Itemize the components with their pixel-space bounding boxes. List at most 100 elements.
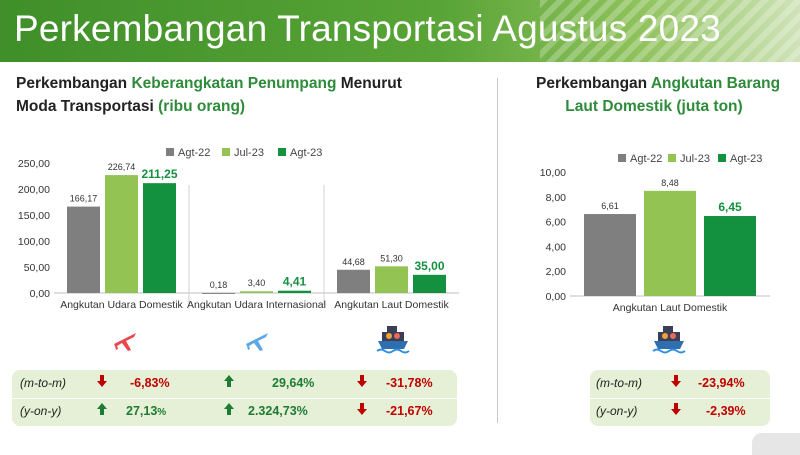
bar-jul-23 <box>105 175 138 293</box>
right-title-green-1: Angkutan Barang <box>650 75 781 92</box>
mtm-air-international: 29,64% <box>272 376 315 390</box>
sea-cargo-chart: 0,00 2,00 4,00 6,00 8,00 10,00 6,61 8,48 6,45 Ang… <box>540 153 770 314</box>
bar-agt-23 <box>143 183 176 293</box>
data-label: 35,00 <box>414 259 444 273</box>
y-tick-label: 2,00 <box>546 266 567 278</box>
data-label: 51,30 <box>380 253 403 263</box>
arrow-down-icon <box>357 375 367 387</box>
page-title: Perkembangan Transportasi Agustus 2023 <box>14 8 721 49</box>
yoy-air-domestic: 27,13% <box>126 404 166 418</box>
yoy-air-domestic-suffix: % <box>157 407 167 418</box>
airplane-icon <box>114 333 136 351</box>
bar-agt-23 <box>278 290 311 293</box>
data-label: 166,17 <box>70 194 98 204</box>
legend-label: Jul-23 <box>680 153 710 165</box>
legend-swatch <box>278 148 286 156</box>
legend-label: Agt-22 <box>178 147 210 159</box>
header-banner: Perkembangan Transportasi Agustus 2023 <box>0 0 800 62</box>
left-title-green-2: (ribu orang) <box>158 98 246 115</box>
data-label: 8,48 <box>661 178 679 188</box>
left-title-text-1: Perkembangan <box>16 75 132 92</box>
y-tick-label: 50,00 <box>24 262 50 274</box>
mtm-row: (m-to-m) -6,83% 29,64% -31,78% <box>12 372 457 396</box>
airplane-icon <box>246 333 268 351</box>
y-tick-label: 4,00 <box>546 241 567 253</box>
y-tick-label: 6,00 <box>546 217 567 229</box>
mtm-label: (m-to-m) <box>20 376 66 390</box>
yoy-label-right: (y-on-y) <box>596 404 638 418</box>
yoy-row: (y-on-y) 27,13% 2.324,73% -21,67% <box>12 400 457 424</box>
y-tick-label: 150,00 <box>18 210 50 222</box>
y-tick-label: 250,00 <box>18 158 50 170</box>
right-title-text-1: Perkembangan <box>536 75 651 92</box>
arrow-up-icon <box>224 403 234 415</box>
mtm-row-right: (m-to-m) -23,94% <box>590 372 770 396</box>
metrics-divider-right <box>590 398 770 399</box>
left-metrics-box: (m-to-m) -6,83% 29,64% -31,78% (y-on-y) … <box>12 370 457 426</box>
legend-swatch <box>222 148 230 156</box>
legend-swatch <box>668 154 676 162</box>
category-label: Angkutan Laut Domestik <box>334 299 449 311</box>
data-label: 3,40 <box>248 278 266 288</box>
arrow-up-icon <box>97 403 107 415</box>
arrow-up-icon <box>224 375 234 387</box>
section-divider <box>497 78 498 423</box>
yoy-sea-domestic: -21,67% <box>386 404 433 418</box>
data-label: 44,68 <box>342 257 365 267</box>
category-label: Angkutan Udara Internasional <box>187 299 326 311</box>
legend-label: Agt-22 <box>630 153 662 165</box>
y-tick-label: 200,00 <box>18 184 50 196</box>
legend-label: Agt-23 <box>730 153 762 165</box>
y-tick-label: 0,00 <box>30 288 51 300</box>
bar-agt-22 <box>584 214 636 296</box>
ship-icon <box>652 326 686 354</box>
data-label: 211,25 <box>141 167 177 181</box>
y-tick-label: 10,00 <box>540 167 566 179</box>
y-tick-label: 8,00 <box>546 192 567 204</box>
ship-icon <box>376 326 410 354</box>
metrics-divider <box>12 398 457 399</box>
left-section-title: Perkembangan Keberangkatan Penumpang Men… <box>16 72 402 118</box>
bar-jul-23 <box>240 291 273 293</box>
category-label: Angkutan Udara Domestik <box>60 299 183 311</box>
y-tick-label: 0,00 <box>546 291 567 303</box>
legend-label: Jul-23 <box>234 147 264 159</box>
passenger-departures-chart: 0,00 50,00 100,00 150,00 200,00 250,00 166,17 2… <box>18 147 459 311</box>
legend-swatch <box>166 148 174 156</box>
left-title-green-1: Keberangkatan Penumpang <box>131 75 337 92</box>
bar-agt-23 <box>704 216 756 296</box>
legend-swatch <box>618 154 626 162</box>
right-title-green-2: Laut Domestik (juta ton) <box>565 98 743 115</box>
data-label: 4,41 <box>283 275 307 289</box>
arrow-down-icon <box>357 403 367 415</box>
bar-jul-23 <box>644 190 696 296</box>
mtm-sea-domestic: -31,78% <box>386 376 433 390</box>
mtm-air-domestic: -6,83% <box>130 376 170 390</box>
bar-agt-22 <box>202 292 235 294</box>
yoy-air-domestic-value: 27,13 <box>126 404 158 418</box>
left-title-text-2: Menurut <box>336 75 402 92</box>
yoy-sea-cargo: -2,39% <box>706 404 746 418</box>
mtm-label-right: (m-to-m) <box>596 376 642 390</box>
right-section-title: Perkembangan Angkutan Barang Laut Domest… <box>536 72 780 118</box>
corner-tab <box>752 433 800 455</box>
arrow-down-icon <box>97 375 107 387</box>
right-metrics-box: (m-to-m) -23,94% (y-on-y) -2,39% <box>590 370 770 426</box>
arrow-down-icon <box>671 375 681 387</box>
bar-jul-23 <box>375 266 408 293</box>
category-label: Angkutan Laut Domestik <box>613 302 728 314</box>
data-label: 226,74 <box>108 162 136 172</box>
mtm-sea-cargo: -23,94% <box>698 376 745 390</box>
left-title-text-3: Moda Transportasi <box>16 98 159 115</box>
bar-agt-22 <box>67 206 100 293</box>
data-label: 6,45 <box>718 200 742 214</box>
y-tick-label: 100,00 <box>18 236 50 248</box>
yoy-air-international: 2.324,73% <box>248 404 308 418</box>
data-label: 6,61 <box>601 201 619 211</box>
legend-label: Agt-23 <box>290 147 322 159</box>
banner-pattern <box>540 0 800 62</box>
yoy-label: (y-on-y) <box>20 404 62 418</box>
bar-agt-22 <box>337 269 370 293</box>
data-label: 0,18 <box>210 280 228 290</box>
yoy-row-right: (y-on-y) -2,39% <box>590 400 770 424</box>
